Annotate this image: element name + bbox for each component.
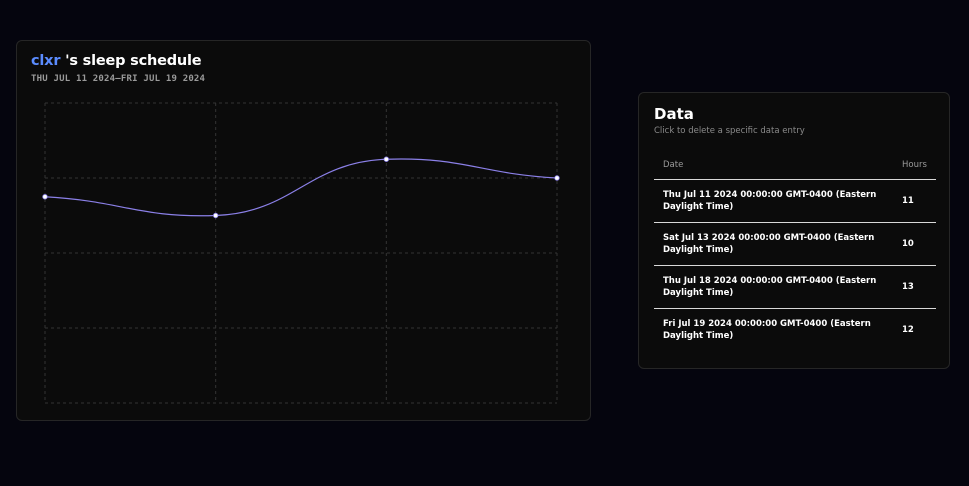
data-point (383, 156, 390, 162)
sleep-chart-card: clxr 's sleep schedule THU JUL 11 2024—F… (16, 40, 591, 421)
row-date: Thu Jul 11 2024 00:00:00 GMT-0400 (Easte… (654, 179, 902, 223)
row-hours: 12 (902, 325, 914, 335)
table-row[interactable]: Fri Jul 19 2024 00:00:00 GMT-0400 (Easte… (654, 309, 936, 352)
data-point (212, 212, 219, 219)
sleep-line-chart (42, 102, 560, 404)
data-card: Data Click to delete a specific data ent… (638, 92, 950, 369)
row-hours: 11 (902, 179, 936, 223)
data-point (42, 194, 48, 200)
username[interactable]: clxr (31, 53, 61, 69)
hours-column-header: Hours (902, 151, 936, 180)
date-range: THU JUL 11 2024—FRI JUL 19 2024 (31, 74, 206, 84)
table-row[interactable]: Thu Jul 18 2024 00:00:00 GMT-0400 (Easte… (654, 265, 936, 309)
row-date: Sat Jul 13 2024 00:00:00 GMT-0400 (Easte… (654, 222, 902, 266)
data-subtitle: Click to delete a specific data entry (654, 126, 805, 136)
table-header-row: Date Hours (654, 151, 936, 180)
chart-title-suffix: 's sleep schedule (65, 53, 202, 69)
row-hours: 10 (902, 222, 936, 266)
row-date: Fri Jul 19 2024 00:00:00 GMT-0400 (Easte… (663, 319, 871, 341)
data-point (554, 175, 560, 181)
row-date: Thu Jul 18 2024 00:00:00 GMT-0400 (Easte… (654, 265, 902, 309)
date-column-header: Date (654, 151, 902, 180)
chart-title: clxr 's sleep schedule (31, 53, 202, 69)
series-line (44, 158, 558, 217)
data-table: Date Hours Thu Jul 11 2024 00:00:00 GMT-… (654, 151, 936, 351)
row-hours: 13 (902, 265, 936, 309)
table-row[interactable]: Sat Jul 13 2024 00:00:00 GMT-0400 (Easte… (654, 222, 936, 266)
data-title: Data (654, 105, 694, 123)
table-row[interactable]: Thu Jul 11 2024 00:00:00 GMT-0400 (Easte… (654, 179, 936, 223)
